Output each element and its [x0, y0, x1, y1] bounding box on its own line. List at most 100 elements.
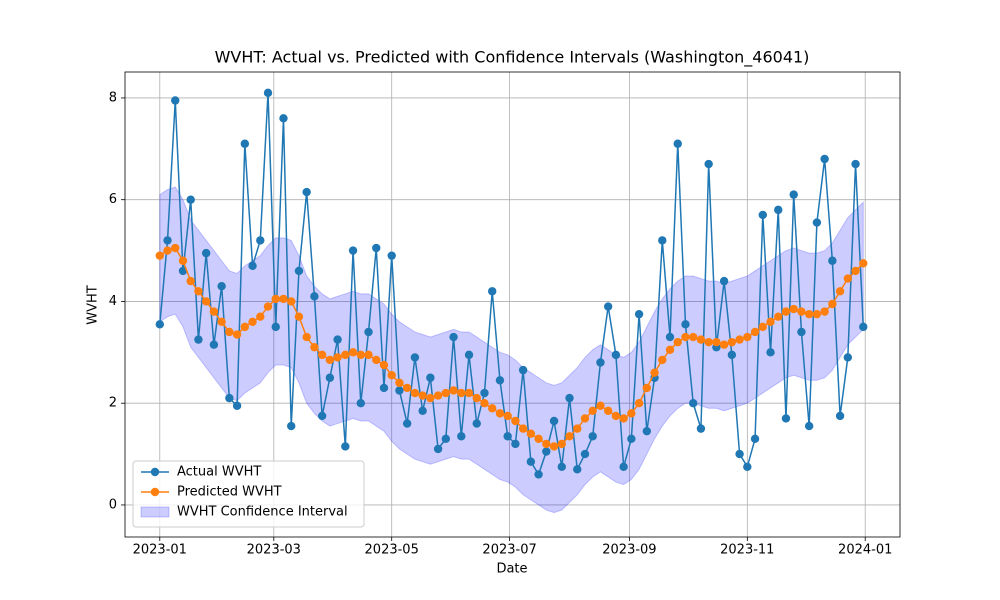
data-point	[766, 317, 775, 326]
data-point	[503, 432, 512, 441]
data-point	[835, 287, 845, 296]
data-point	[248, 261, 257, 271]
legend-box	[132, 460, 365, 528]
data-point	[743, 462, 752, 471]
data-point	[603, 406, 613, 416]
data-point	[294, 312, 304, 321]
data-point	[379, 383, 389, 393]
data-point	[781, 414, 791, 423]
data-point	[750, 327, 760, 337]
data-point	[325, 355, 335, 365]
data-point	[812, 218, 822, 227]
data-point	[812, 309, 822, 319]
chart-title: WVHT: Actual vs. Predicted with Confiden…	[215, 48, 810, 68]
y-tick-label: 8	[109, 90, 117, 105]
data-point	[240, 139, 250, 148]
data-point	[178, 256, 188, 265]
data-point	[256, 312, 265, 321]
plot-frame	[124, 71, 901, 538]
data-point	[240, 322, 250, 332]
data-point	[464, 388, 474, 398]
data-point	[789, 304, 798, 314]
data-point	[356, 350, 365, 360]
data-point	[758, 322, 767, 332]
data-point	[681, 320, 690, 329]
data-point	[441, 434, 451, 444]
data-point	[387, 251, 396, 260]
data-point	[433, 444, 443, 454]
data-point	[256, 236, 265, 245]
legend-label: Predicted WVHT	[177, 485, 282, 500]
data-point	[488, 287, 497, 296]
data-point	[341, 350, 350, 360]
data-point	[735, 335, 744, 344]
data-point	[209, 307, 219, 316]
data-point	[534, 470, 543, 479]
data-point	[395, 378, 404, 388]
data-point	[642, 426, 652, 436]
data-point	[511, 439, 520, 449]
data-point	[542, 439, 551, 449]
data-point	[689, 332, 698, 342]
data-point	[596, 401, 605, 410]
data-point	[464, 350, 474, 360]
data-point	[797, 327, 806, 337]
data-point	[495, 376, 505, 385]
data-point	[696, 424, 706, 433]
data-point	[804, 309, 814, 319]
data-point	[596, 358, 605, 367]
data-point	[820, 307, 829, 316]
x-tick-label: 2023-05	[365, 543, 419, 558]
data-point	[658, 355, 667, 365]
data-point	[271, 294, 280, 304]
x-tick-label: 2023-11	[720, 543, 774, 558]
data-point	[449, 332, 458, 342]
x-tick-label: 2023-03	[247, 543, 301, 558]
data-point	[480, 398, 489, 408]
grid	[125, 72, 900, 537]
data-point	[542, 447, 551, 456]
data-point	[171, 243, 180, 253]
data-point	[287, 297, 296, 306]
data-point	[619, 414, 628, 423]
data-point	[287, 421, 296, 431]
data-point	[526, 457, 536, 466]
data-point	[851, 159, 860, 169]
data-point	[611, 350, 621, 360]
data-point	[774, 205, 783, 215]
data-point	[201, 297, 211, 306]
data-point	[263, 88, 273, 98]
data-point	[573, 424, 582, 433]
data-point	[766, 348, 775, 357]
data-point	[379, 360, 389, 370]
data-point	[750, 434, 760, 444]
data-point	[372, 355, 381, 365]
data-point	[696, 335, 706, 344]
legend-swatch	[140, 506, 170, 518]
data-point	[789, 190, 798, 199]
data-point	[557, 439, 566, 449]
data-point	[356, 398, 365, 408]
x-tick-label: 2023-09	[602, 543, 656, 558]
data-point	[372, 243, 381, 253]
data-point	[727, 350, 737, 360]
data-point	[194, 287, 203, 296]
data-point	[163, 246, 172, 255]
data-point	[804, 421, 814, 431]
data-point	[719, 340, 729, 349]
data-point	[395, 386, 404, 395]
data-point	[743, 332, 752, 342]
data-point	[155, 320, 164, 329]
data-point	[549, 416, 559, 426]
data-point	[232, 401, 242, 410]
data-point	[603, 302, 613, 311]
data-point	[573, 465, 582, 474]
data-point	[534, 434, 543, 444]
data-point	[565, 432, 574, 441]
data-point	[526, 429, 536, 438]
data-point	[665, 345, 675, 354]
data-point	[387, 371, 396, 380]
data-point	[217, 317, 226, 326]
data-point	[588, 432, 597, 441]
data-point	[194, 335, 203, 344]
